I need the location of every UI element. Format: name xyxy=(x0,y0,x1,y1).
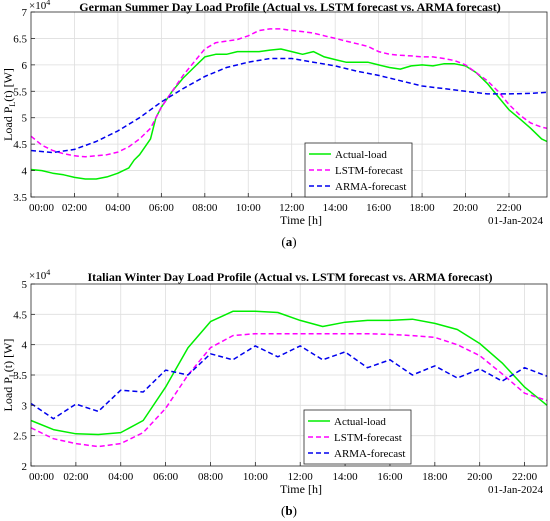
x-tick-label: 22:00 xyxy=(496,202,522,214)
y-tick-label: 2.5 xyxy=(13,431,27,443)
x-tick-label: 00:00 xyxy=(29,202,55,214)
x-tick-label: 08:00 xyxy=(198,471,224,483)
legend-label: Actual-load xyxy=(335,149,387,161)
x-tick-label: 02:00 xyxy=(62,202,88,214)
plot-area xyxy=(31,12,547,197)
x-tick-label: 06:00 xyxy=(149,202,175,214)
chart-title: German Summer Day Load Profile (Actual v… xyxy=(79,0,500,14)
legend-box xyxy=(304,142,413,198)
series-line-actual-load xyxy=(30,48,548,180)
y-tick-label: 4 xyxy=(22,166,28,178)
x-tick-label: 20:00 xyxy=(467,471,493,483)
series-line-actual-load xyxy=(30,310,548,436)
y-tick-label: 5.5 xyxy=(13,86,27,98)
x-axis-label: Time [h] xyxy=(280,482,322,496)
date-label: 01-Jan-2024 xyxy=(488,484,543,496)
x-tick-label: 16:00 xyxy=(377,471,403,483)
x-tick-label: 22:00 xyxy=(512,471,538,483)
y-tick-label: 5 xyxy=(22,279,28,291)
legend: Actual-load LSTM-forecast ARMA-forecast xyxy=(304,142,413,198)
x-tick-label: 14:00 xyxy=(333,471,359,483)
y-tick-label: 2 xyxy=(22,461,28,473)
x-tick-label: 04:00 xyxy=(108,471,134,483)
date-label: 01-Jan-2024 xyxy=(488,215,543,227)
y-multiplier-label: ×104 xyxy=(29,268,50,282)
series-line-arma-forecast xyxy=(30,345,548,420)
x-tick-label: 04:00 xyxy=(105,202,131,214)
chart-panel-b: 00:00 02:00 04:00 06:00 08:00 10:00 12:00 14:00… xyxy=(1,268,548,518)
panel-caption: (a) xyxy=(281,234,296,249)
chart-title: Italian Winter Day Load Profile (Actual … xyxy=(88,270,493,284)
legend-label: Actual-load xyxy=(334,416,386,428)
y-tick-label: 6.5 xyxy=(13,33,27,45)
x-tick-label: 02:00 xyxy=(63,471,89,483)
x-tick-label: 14:00 xyxy=(323,202,349,214)
x-tick-label: 18:00 xyxy=(422,471,448,483)
x-tick-label: 08:00 xyxy=(192,202,218,214)
x-tick-label: 10:00 xyxy=(236,202,262,214)
y-tick-label: 4.5 xyxy=(13,139,27,151)
x-tick-label: 10:00 xyxy=(243,471,269,483)
series-line-arma-forecast xyxy=(30,57,548,154)
legend-box xyxy=(303,409,412,465)
y-tick-label: 4 xyxy=(22,340,28,352)
chart-panel-a: 00:00 02:00 04:00 06:00 08:00 10:00 12:00 14:00… xyxy=(1,0,548,249)
y-tick-label: 3.5 xyxy=(13,370,27,382)
x-tick-label: 16:00 xyxy=(366,202,392,214)
x-tick-label: 12:00 xyxy=(288,471,314,483)
y-tick-label: 3 xyxy=(22,400,28,412)
y-multiplier-label: ×104 xyxy=(29,0,50,12)
y-axis-label: Load PL(t) [W] xyxy=(1,339,17,412)
panel-caption: (b) xyxy=(281,503,297,518)
axes-frame xyxy=(30,11,548,198)
y-tick-label: 3.5 xyxy=(13,192,27,204)
x-tick-label: 18:00 xyxy=(410,202,436,214)
series-line-lstm-forecast xyxy=(30,332,548,448)
legend: Actual-load LSTM-forecast ARMA-forecast xyxy=(303,409,412,465)
x-tick-label: 12:00 xyxy=(279,202,305,214)
series-line-lstm-forecast xyxy=(30,28,548,158)
x-tick-label: 06:00 xyxy=(153,471,179,483)
y-tick-label: 4.5 xyxy=(13,309,27,321)
x-axis-label: Time [h] xyxy=(280,213,322,227)
x-tick-label: 20:00 xyxy=(453,202,479,214)
x-tick-label: 00:00 xyxy=(29,471,55,483)
legend-label: ARMA-forecast xyxy=(335,181,406,193)
legend-label: LSTM-forecast xyxy=(335,165,403,177)
y-tick-label: 7 xyxy=(22,7,28,19)
y-axis-label: Load PL(t) [W] xyxy=(1,68,17,141)
y-tick-label: 5 xyxy=(22,113,28,125)
legend-label: LSTM-forecast xyxy=(334,432,402,444)
legend-label: ARMA-forecast xyxy=(334,448,405,460)
y-tick-label: 6 xyxy=(22,60,28,72)
